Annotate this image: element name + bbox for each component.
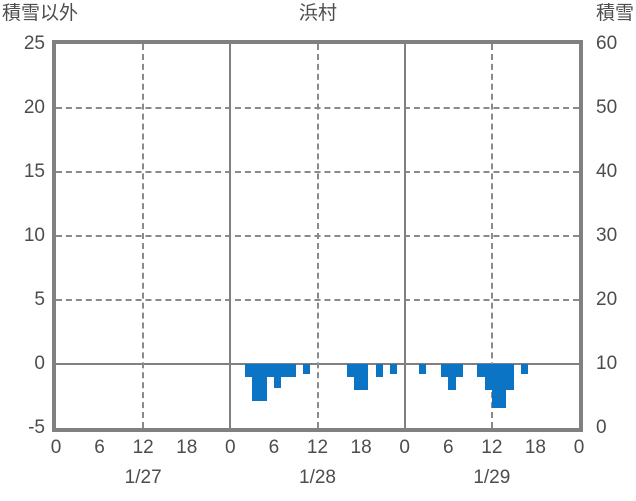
bar xyxy=(477,364,485,377)
right-axis-tick-label: 40 xyxy=(596,161,618,182)
x-axis-tick-label: 6 xyxy=(442,437,454,458)
day-label: 1/28 xyxy=(299,467,336,488)
x-axis-tick-label: 18 xyxy=(176,437,198,458)
bar xyxy=(361,364,369,390)
left-axis-tick-label: 0 xyxy=(34,353,45,374)
day-label: 1/29 xyxy=(473,467,511,488)
vertical-gridline xyxy=(316,44,319,428)
x-axis-tick-label: 18 xyxy=(524,437,546,458)
right-axis-tick-label: 50 xyxy=(596,97,618,118)
bar xyxy=(273,364,282,389)
x-axis-tick-label: 0 xyxy=(399,437,410,458)
left-axis-tick-label: 20 xyxy=(23,97,45,118)
right-axis-tick-label: 20 xyxy=(596,289,618,310)
left-axis-tick-label: 25 xyxy=(23,33,45,54)
bar xyxy=(259,364,267,402)
right-axis-ticks: 60 50 40 30 20 10 0 xyxy=(591,0,636,501)
right-axis-tick-label: 30 xyxy=(596,225,618,246)
left-axis-tick-label: -5 xyxy=(28,417,45,438)
bar xyxy=(252,364,260,402)
vertical-gridline xyxy=(490,44,493,428)
right-axis-tick-label: 60 xyxy=(596,33,618,54)
bar xyxy=(281,364,289,377)
day-label: 1/27 xyxy=(124,467,162,488)
bar xyxy=(419,364,427,375)
left-axis-tick-label: 10 xyxy=(23,225,45,246)
chart-title: 浜村 xyxy=(298,3,337,24)
bar xyxy=(390,364,398,375)
bar xyxy=(346,364,354,377)
right-axis-title: 積雪 xyxy=(595,3,634,24)
left-axis-title: 積雪以外 xyxy=(2,3,79,24)
left-axis-tick-label: 15 xyxy=(23,161,45,182)
bar xyxy=(288,364,296,377)
x-axis-tick-label: 0 xyxy=(225,437,236,458)
bar xyxy=(506,364,514,390)
bar xyxy=(448,364,456,390)
bar xyxy=(491,364,500,408)
bar xyxy=(244,364,253,377)
x-axis-tick-label: 18 xyxy=(350,437,372,458)
left-axis-tick-label: 5 xyxy=(34,289,45,310)
bar xyxy=(484,364,492,390)
bar xyxy=(440,364,449,377)
bar xyxy=(302,364,311,375)
day-divider xyxy=(229,44,232,428)
right-axis-tick-label: 10 xyxy=(596,353,618,374)
bar xyxy=(266,364,274,377)
x-axis-tick-label: 6 xyxy=(94,437,105,458)
x-axis-tick-label: 12 xyxy=(481,437,503,458)
bar xyxy=(499,364,507,408)
x-axis-tick-label: 0 xyxy=(50,437,62,458)
right-axis-tick-label: 0 xyxy=(596,417,607,438)
bar xyxy=(353,364,362,390)
x-axis-tick-label: 6 xyxy=(268,437,280,458)
bar xyxy=(520,364,529,375)
plot-area xyxy=(52,40,583,432)
x-axis-tick-label: 12 xyxy=(132,437,154,458)
left-axis-ticks: 25 20 15 10 5 0 -5 xyxy=(0,0,45,501)
bar xyxy=(375,364,383,377)
day-divider xyxy=(403,44,406,428)
x-axis-tick-label: 0 xyxy=(573,437,585,458)
bar xyxy=(455,364,463,377)
x-axis-tick-label: 12 xyxy=(306,437,329,458)
plot-inner xyxy=(56,44,579,428)
vertical-gridline xyxy=(142,44,145,428)
